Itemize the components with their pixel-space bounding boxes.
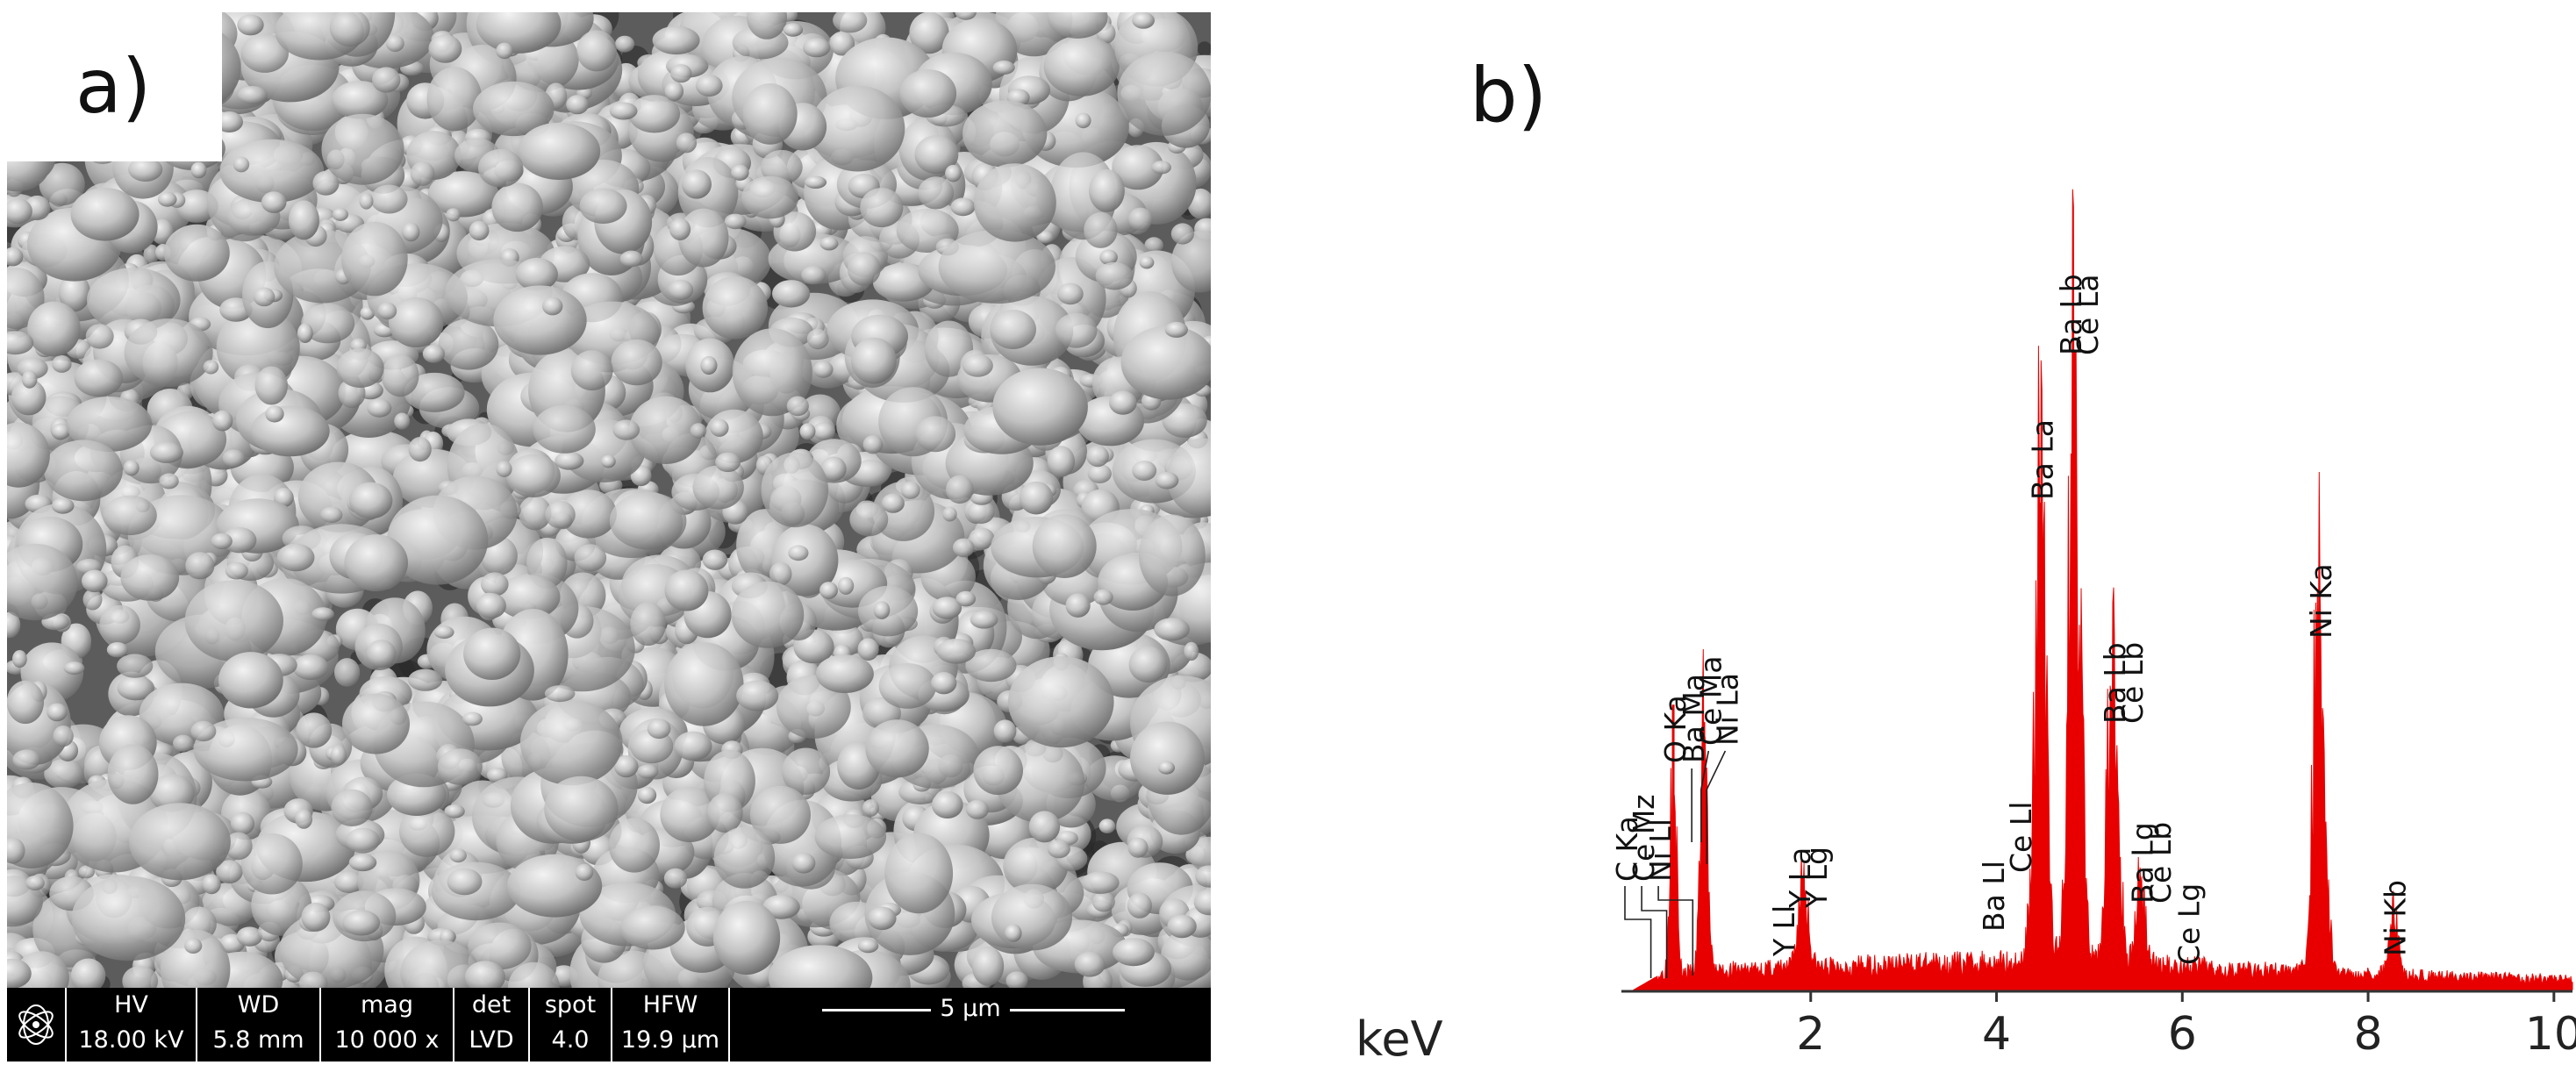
info-mag-header: mag [361,991,413,1019]
x-tick-label: 2 [1796,1008,1825,1061]
x-tick-label: 8 [2354,1008,2383,1061]
info-hv: HV 18.00 kV [67,988,197,1061]
peak-annotation: Ce Lb [2115,642,2150,724]
annotation-leader-line [1641,886,1668,978]
annotation-leader-line [1699,750,1710,842]
info-mag-value: 10 000 x [334,1026,440,1054]
info-det-value: LVD [469,1026,514,1054]
peak-annotation: Ba Lg [2126,822,2160,904]
sem-micrograph-texture [7,12,1211,988]
peak-annotation: Y Ll [1767,905,1801,957]
x-tick-label: 6 [2168,1008,2197,1061]
peak-annotation: Ba Ll [1977,861,2011,932]
peak-annotation: O Ka [1658,695,1692,763]
peak-annotation: Ni Ll [1643,818,1678,882]
x-tick-label: 10 [2525,1008,2576,1061]
peak-annotation: Ni Ka [2304,563,2338,639]
sem-info-bar: HV 18.00 kV WD 5.8 mm mag 10 000 x det L… [7,988,1211,1061]
eds-panel: b) C Ka Ce Mz Ni Ll O Ka Ba Ma Ce Ma Ni La Y Ll… [1316,0,2576,1064]
info-hfw: HFW 19.9 µm [612,988,728,1061]
x-tick-label: 4 [1982,1008,2011,1061]
info-wd-header: WD [237,991,280,1019]
info-hfw-header: HFW [642,991,698,1019]
info-det: det LVD [454,988,530,1061]
peak-annotation: Y La [1783,847,1817,909]
peak-annotation: Ni Kb [2379,880,2413,956]
sem-panel: a) HV 18.00 kV WD 5.8 mm mag 10 000 x [7,12,1211,1061]
panel-label-b: b) [1470,52,1547,139]
instrument-logo-icon [7,988,67,1061]
peak-annotation: Ba La [2025,419,2059,500]
annotation-leader-line [1706,750,1727,864]
info-wd-value: 5.8 mm [212,1026,304,1054]
spectrum-area [1632,189,2573,990]
peak-annotation: Ce Lb [2143,822,2178,904]
annotation-leader-line [1657,886,1694,976]
peak-annotation: C Ka [1610,816,1644,882]
x-axis: 2 4 6 8 10 [1621,990,2576,1061]
info-spot: spot 4.0 [530,988,612,1061]
annotation-leader-line [1624,886,1652,978]
peak-annotation: Ba Lb [2054,274,2088,355]
info-hv-value: 18.00 kV [78,1026,184,1054]
info-hv-header: HV [114,991,148,1019]
spectrum-layer [1632,189,2573,990]
info-det-header: det [471,991,512,1019]
panel-label-box [7,12,222,161]
peak-annotation: Ba Ma [1677,674,1711,763]
leader-lines [1624,750,1727,978]
panel-label-a: a) [75,43,152,131]
info-mag: mag 10 000 x [321,988,454,1061]
scale-bar-label-text: 5 µm [931,995,1010,1022]
peak-annotation: Ba Lb [2098,642,2132,724]
peak-annotation: Ce Ma [1693,655,1728,746]
info-hfw-value: 19.9 µm [620,1026,720,1054]
info-wd: WD 5.8 mm [197,988,321,1061]
peak-annotation: Y Lg [1800,847,1834,909]
scale-bar-label: 5 µm [730,995,1211,1022]
scale-bar-cell: 5 µm [728,988,1211,1061]
peak-annotation: Ce La [2071,275,2105,355]
x-axis-label: keV [1356,1011,1443,1064]
peak-annotation: Ni La [1710,673,1744,746]
peak-annotation: Ce Mz [1627,794,1661,882]
info-spot-header: spot [544,991,597,1019]
info-spot-value: 4.0 [551,1026,590,1054]
peak-annotation: Ce Lg [2172,883,2207,965]
sem-micrograph [7,12,1211,988]
peak-annotation: Ce Ll [2004,802,2038,873]
